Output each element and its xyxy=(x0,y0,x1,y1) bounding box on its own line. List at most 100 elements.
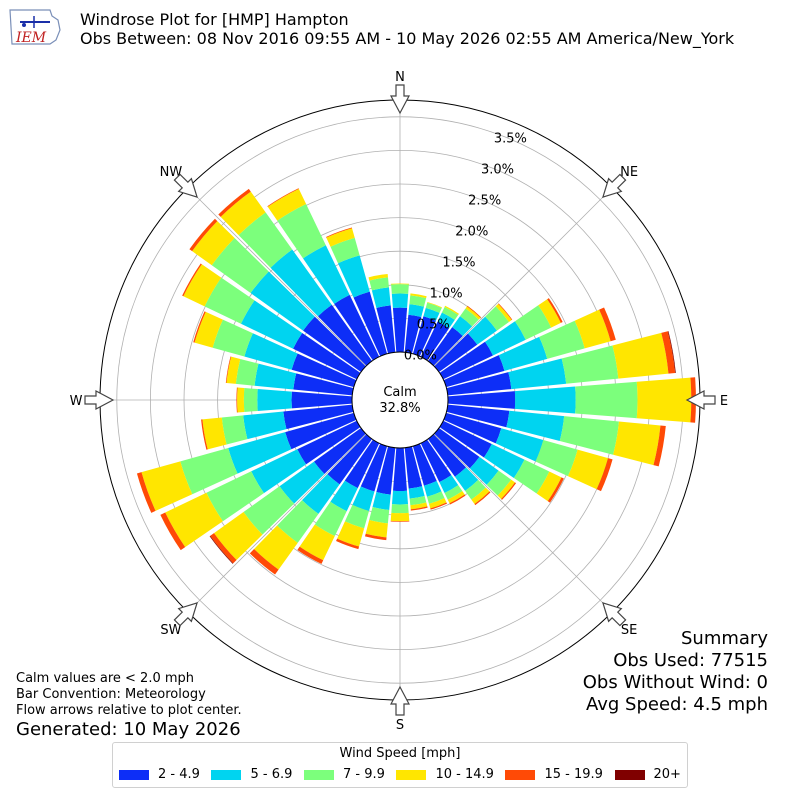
windrose-bar-segment xyxy=(353,291,388,357)
windrose-bar-segment xyxy=(465,479,486,500)
radial-tick-label: 0.0% xyxy=(404,349,437,364)
windrose-bar-segment xyxy=(501,482,517,500)
legend-swatch xyxy=(396,769,427,780)
windrose-bar-segment xyxy=(192,221,235,266)
windrose-bar-segment xyxy=(212,319,253,357)
flow-arrow-icon xyxy=(685,390,716,410)
windrose-bar-segment xyxy=(221,415,248,445)
windrose-bar-segment xyxy=(235,358,259,386)
windrose-bar-segment xyxy=(277,500,319,543)
windrose-bar-segment xyxy=(467,305,482,318)
windrose-bar-segment xyxy=(561,345,619,384)
windrose-bar-segment xyxy=(368,273,388,281)
windrose-bar-segment xyxy=(538,299,561,328)
radial-tick-label: 2.0% xyxy=(455,224,488,239)
windrose-bar-segment xyxy=(240,300,303,349)
flow-arrow-icon xyxy=(173,602,198,627)
direction-label: SW xyxy=(160,623,181,638)
radial-tick-label: 0.5% xyxy=(417,318,450,333)
windrose-bar-segment xyxy=(211,238,269,294)
windrose-bar-segment xyxy=(369,277,389,291)
windrose-bar-segment xyxy=(136,472,156,513)
avg-speed: Avg Speed: 4.5 mph xyxy=(586,694,768,715)
windrose-bar-segment xyxy=(495,303,512,322)
chart-subtitle: Obs Between: 08 Nov 2016 09:55 AM - 10 M… xyxy=(80,29,735,48)
windrose-bar-segment xyxy=(303,245,350,304)
windrose-bar-segment xyxy=(165,492,223,548)
windrose-bar-segment xyxy=(293,373,354,396)
radial-tick-label: 1.0% xyxy=(430,287,463,302)
windrose-bar-segment xyxy=(376,305,396,354)
windrose-bar-segment xyxy=(410,293,427,299)
windrose-bar-segment xyxy=(636,377,692,423)
calm-note: Calm values are < 2.0 mph xyxy=(16,671,195,686)
windrose-bar-segment xyxy=(226,356,241,384)
windrose-bar-segment xyxy=(267,188,307,221)
windrose-bar-segment xyxy=(443,355,505,388)
windrose-bar-segment xyxy=(498,336,548,371)
windrose-bar-segment xyxy=(536,471,562,502)
windrose-bar-segment xyxy=(444,485,463,500)
windrose-bar-segment xyxy=(408,486,425,499)
legend-swatch xyxy=(303,769,334,780)
legend-item: 2 - 4.9 xyxy=(119,767,200,782)
flow-arrow-icon xyxy=(602,173,627,198)
legend-label: 10 - 14.9 xyxy=(435,767,494,782)
windrose-bar-segment xyxy=(428,498,447,509)
windrose-bar-segment xyxy=(508,358,567,390)
windrose-bar-segment xyxy=(444,305,460,315)
windrose-bar-segment xyxy=(391,504,409,514)
direction-label: N xyxy=(395,70,405,85)
windrose-bar-segment xyxy=(441,307,459,320)
generated-date: Generated: 10 May 2026 xyxy=(16,719,241,740)
windrose-bar-segment xyxy=(244,333,298,370)
windrose-bar-segment xyxy=(423,307,440,321)
summary-block: Summary Obs Used: 77515 Obs Without Wind… xyxy=(583,628,768,716)
windrose-bar-segment xyxy=(201,419,208,450)
flow-arrow-icon xyxy=(390,84,410,115)
flow-arrow-icon xyxy=(173,173,198,198)
windrose-bar-segment xyxy=(454,467,479,491)
windrose-bar-segment xyxy=(238,212,293,268)
windrose-bar-segment xyxy=(409,495,427,506)
legend-item: 20+ xyxy=(614,767,681,782)
windrose-bar-segment xyxy=(439,420,492,458)
windrose-bar-segment xyxy=(303,316,366,373)
windrose-bar-segment xyxy=(291,353,357,388)
legend-label: 7 - 9.9 xyxy=(342,767,385,782)
windrose-bar-segment xyxy=(412,316,436,357)
flow-arrow-note: Flow arrows relative to plot center. xyxy=(16,703,242,718)
windrose-bar-segment xyxy=(291,391,353,409)
windrose-bar-segment xyxy=(559,416,619,455)
windrose-bar-segment xyxy=(483,443,525,478)
legend-title: Wind Speed [mph] xyxy=(339,746,461,761)
direction-label: SE xyxy=(621,623,637,638)
windrose-bar-segment xyxy=(297,420,361,465)
obs-used: Obs Used: 77515 xyxy=(613,650,768,671)
windrose-bar-segment xyxy=(330,480,358,512)
notes-block: Calm values are < 2.0 mph Bar Convention… xyxy=(16,671,242,719)
windrose-bar-segment xyxy=(210,533,237,564)
windrose-bar-segment xyxy=(330,237,360,264)
windrose-bar-segment xyxy=(653,425,666,467)
windrose-bar-segment xyxy=(506,410,565,442)
windrose-bar-segment xyxy=(514,386,576,414)
windrose-bar-segment xyxy=(430,502,448,510)
windrose-bar-segment xyxy=(285,412,357,450)
legend: Wind Speed [mph] 2 - 4.9 5 - 6.9 7 - 9.9… xyxy=(112,742,688,788)
windrose-bar-segment xyxy=(439,341,493,380)
summary-heading: Summary xyxy=(681,628,768,649)
windrose-bar-segment xyxy=(376,446,396,495)
legend-item: 15 - 19.9 xyxy=(505,767,603,782)
windrose-bar-segment xyxy=(277,203,326,259)
windrose-bar-segment xyxy=(390,512,410,522)
radial-tick-label: 3.0% xyxy=(481,162,514,177)
grid-spoke xyxy=(433,433,613,613)
chart-title: Windrose Plot for [HMP] Hampton xyxy=(80,10,349,29)
windrose-bar-segment xyxy=(404,446,423,489)
windrose-bar-segment xyxy=(447,491,465,504)
windrose-bar-segment xyxy=(449,494,466,505)
windrose-bar-segment xyxy=(391,284,409,294)
windrose-bar-segment xyxy=(495,428,544,462)
